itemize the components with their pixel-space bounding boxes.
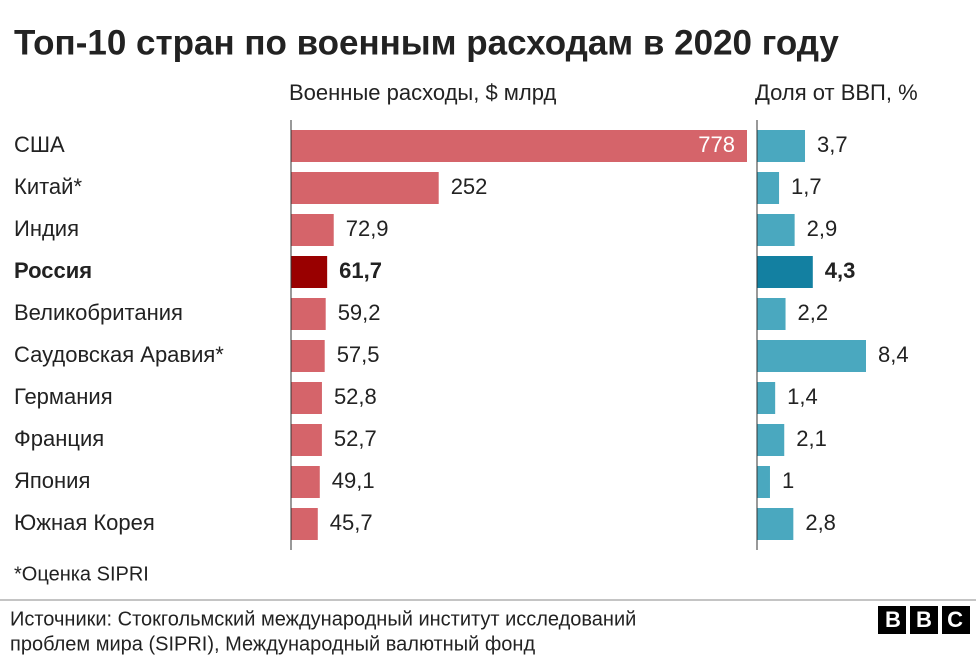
category-label: Индия (14, 216, 79, 241)
value-label: 8,4 (878, 342, 909, 367)
value-label: 3,7 (817, 132, 848, 157)
value-label: 59,2 (338, 300, 381, 325)
logo-text: BBC (885, 607, 963, 632)
category-label: Россия (14, 258, 92, 283)
value-label: 72,9 (346, 216, 389, 241)
category-label: США (14, 132, 65, 157)
value-label: 1,4 (787, 384, 818, 409)
category-label: Китай* (14, 174, 82, 199)
category-label: Франция (14, 426, 104, 451)
bar (291, 382, 322, 414)
value-label: 52,7 (334, 426, 377, 451)
value-label: 2,9 (807, 216, 838, 241)
value-label: 61,7 (339, 258, 382, 283)
bar (291, 130, 747, 162)
value-label: 49,1 (332, 468, 375, 493)
bar (291, 508, 318, 540)
panel-header: Доля от ВВП, % (755, 80, 918, 105)
bar (757, 508, 794, 540)
bar (757, 382, 776, 414)
value-label: 4,3 (825, 258, 856, 283)
bar (291, 298, 326, 330)
chart-title: Топ-10 стран по военным расходам в 2020 … (14, 23, 839, 62)
bar (757, 340, 866, 372)
logo: BBC (878, 606, 970, 634)
value-label: 2,2 (798, 300, 829, 325)
bar (291, 172, 439, 204)
bar (291, 214, 334, 246)
value-label: 1,7 (791, 174, 822, 199)
logo-box (878, 606, 906, 634)
bar (291, 424, 322, 456)
panel-header: Военные расходы, $ млрд (289, 80, 556, 105)
category-label: Япония (14, 468, 90, 493)
value-label: 778 (698, 132, 735, 157)
category-label: Южная Корея (14, 510, 155, 535)
bar (757, 172, 780, 204)
bar (291, 466, 320, 498)
bar (757, 298, 786, 330)
bar (291, 340, 325, 372)
bar (757, 130, 806, 162)
value-label: 2,1 (796, 426, 827, 451)
category-label: Германия (14, 384, 113, 409)
value-label: 57,5 (337, 342, 380, 367)
bar (291, 256, 328, 288)
value-label: 1 (782, 468, 794, 493)
bar (757, 466, 770, 498)
logo-box (942, 606, 970, 634)
bar (757, 256, 813, 288)
bar (757, 424, 785, 456)
value-label: 252 (451, 174, 488, 199)
value-label: 2,8 (805, 510, 836, 535)
value-label: 45,7 (330, 510, 373, 535)
footnote: *Оценка SIPRI (14, 563, 149, 585)
logo-box (910, 606, 938, 634)
value-label: 52,8 (334, 384, 377, 409)
category-label: Саудовская Аравия* (14, 342, 224, 367)
bar (757, 214, 795, 246)
source-line: Источники: Стокгольмский международный и… (10, 608, 636, 630)
category-label: Великобритания (14, 300, 183, 325)
source-line: проблем мира (SIPRI), Международный валю… (10, 633, 535, 655)
